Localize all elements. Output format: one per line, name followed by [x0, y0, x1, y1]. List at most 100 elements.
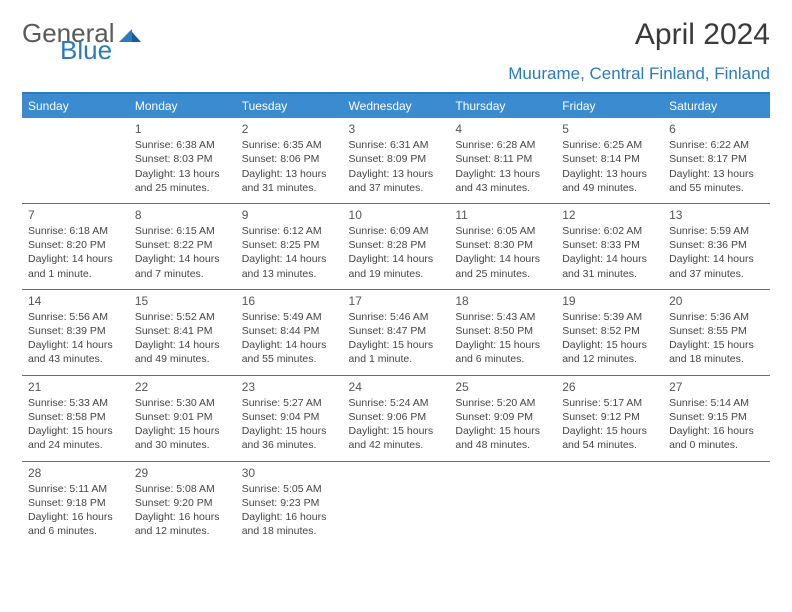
sunrise-line: Sunrise: 5:24 AM	[349, 396, 444, 410]
daylight-line: Daylight: 14 hours and 1 minute.	[28, 252, 123, 280]
calendar-cell: 20Sunrise: 5:36 AMSunset: 8:55 PMDayligh…	[663, 289, 770, 375]
sunset-line: Sunset: 9:20 PM	[135, 496, 230, 510]
sunrise-line: Sunrise: 6:05 AM	[455, 224, 550, 238]
calendar-cell: 12Sunrise: 6:02 AMSunset: 8:33 PMDayligh…	[556, 203, 663, 289]
calendar-cell: 16Sunrise: 5:49 AMSunset: 8:44 PMDayligh…	[236, 289, 343, 375]
daylight-line: Daylight: 15 hours and 1 minute.	[349, 338, 444, 366]
sunset-line: Sunset: 8:14 PM	[562, 152, 657, 166]
sunset-line: Sunset: 8:39 PM	[28, 324, 123, 338]
day-header: Wednesday	[343, 93, 450, 118]
calendar-cell	[556, 461, 663, 546]
sunrise-line: Sunrise: 6:09 AM	[349, 224, 444, 238]
daylight-line: Daylight: 13 hours and 55 minutes.	[669, 167, 764, 195]
daylight-line: Daylight: 14 hours and 25 minutes.	[455, 252, 550, 280]
sunset-line: Sunset: 8:30 PM	[455, 238, 550, 252]
calendar-cell	[663, 461, 770, 546]
day-number: 24	[349, 379, 444, 395]
daylight-line: Daylight: 14 hours and 49 minutes.	[135, 338, 230, 366]
sunrise-line: Sunrise: 5:14 AM	[669, 396, 764, 410]
sunrise-line: Sunrise: 5:36 AM	[669, 310, 764, 324]
day-number: 27	[669, 379, 764, 395]
calendar-cell: 4Sunrise: 6:28 AMSunset: 8:11 PMDaylight…	[449, 118, 556, 203]
calendar-cell: 30Sunrise: 5:05 AMSunset: 9:23 PMDayligh…	[236, 461, 343, 546]
daylight-line: Daylight: 16 hours and 0 minutes.	[669, 424, 764, 452]
sunset-line: Sunset: 8:22 PM	[135, 238, 230, 252]
sunrise-line: Sunrise: 5:08 AM	[135, 482, 230, 496]
day-number: 2	[242, 121, 337, 137]
calendar-cell	[343, 461, 450, 546]
day-header: Friday	[556, 93, 663, 118]
day-number: 22	[135, 379, 230, 395]
calendar-cell: 28Sunrise: 5:11 AMSunset: 9:18 PMDayligh…	[22, 461, 129, 546]
day-number: 28	[28, 465, 123, 481]
sunset-line: Sunset: 8:11 PM	[455, 152, 550, 166]
sunrise-line: Sunrise: 6:38 AM	[135, 138, 230, 152]
calendar-table: SundayMondayTuesdayWednesdayThursdayFrid…	[22, 92, 770, 546]
day-number: 26	[562, 379, 657, 395]
daylight-line: Daylight: 14 hours and 7 minutes.	[135, 252, 230, 280]
sunrise-line: Sunrise: 6:18 AM	[28, 224, 123, 238]
calendar-cell: 29Sunrise: 5:08 AMSunset: 9:20 PMDayligh…	[129, 461, 236, 546]
day-number: 1	[135, 121, 230, 137]
sunset-line: Sunset: 8:33 PM	[562, 238, 657, 252]
daylight-line: Daylight: 15 hours and 42 minutes.	[349, 424, 444, 452]
daylight-line: Daylight: 13 hours and 25 minutes.	[135, 167, 230, 195]
calendar-cell: 15Sunrise: 5:52 AMSunset: 8:41 PMDayligh…	[129, 289, 236, 375]
day-number: 14	[28, 293, 123, 309]
sunrise-line: Sunrise: 5:59 AM	[669, 224, 764, 238]
day-number: 4	[455, 121, 550, 137]
daylight-line: Daylight: 15 hours and 18 minutes.	[669, 338, 764, 366]
sunrise-line: Sunrise: 6:22 AM	[669, 138, 764, 152]
daylight-line: Daylight: 15 hours and 24 minutes.	[28, 424, 123, 452]
day-number: 30	[242, 465, 337, 481]
daylight-line: Daylight: 14 hours and 31 minutes.	[562, 252, 657, 280]
day-number: 23	[242, 379, 337, 395]
sunset-line: Sunset: 8:20 PM	[28, 238, 123, 252]
daylight-line: Daylight: 15 hours and 36 minutes.	[242, 424, 337, 452]
sunset-line: Sunset: 8:28 PM	[349, 238, 444, 252]
calendar-cell	[449, 461, 556, 546]
daylight-line: Daylight: 14 hours and 43 minutes.	[28, 338, 123, 366]
sunset-line: Sunset: 9:04 PM	[242, 410, 337, 424]
day-header: Thursday	[449, 93, 556, 118]
sunset-line: Sunset: 9:23 PM	[242, 496, 337, 510]
sunset-line: Sunset: 9:15 PM	[669, 410, 764, 424]
day-header: Tuesday	[236, 93, 343, 118]
calendar-cell	[22, 118, 129, 203]
calendar-cell: 1Sunrise: 6:38 AMSunset: 8:03 PMDaylight…	[129, 118, 236, 203]
daylight-line: Daylight: 16 hours and 18 minutes.	[242, 510, 337, 538]
sunrise-line: Sunrise: 6:28 AM	[455, 138, 550, 152]
sunset-line: Sunset: 8:17 PM	[669, 152, 764, 166]
sunset-line: Sunset: 8:50 PM	[455, 324, 550, 338]
daylight-line: Daylight: 13 hours and 49 minutes.	[562, 167, 657, 195]
daylight-line: Daylight: 15 hours and 12 minutes.	[562, 338, 657, 366]
calendar-cell: 14Sunrise: 5:56 AMSunset: 8:39 PMDayligh…	[22, 289, 129, 375]
calendar-cell: 13Sunrise: 5:59 AMSunset: 8:36 PMDayligh…	[663, 203, 770, 289]
sunset-line: Sunset: 9:06 PM	[349, 410, 444, 424]
calendar-cell: 2Sunrise: 6:35 AMSunset: 8:06 PMDaylight…	[236, 118, 343, 203]
sunset-line: Sunset: 9:18 PM	[28, 496, 123, 510]
sunrise-line: Sunrise: 5:52 AM	[135, 310, 230, 324]
sunset-line: Sunset: 8:36 PM	[669, 238, 764, 252]
calendar-cell: 18Sunrise: 5:43 AMSunset: 8:50 PMDayligh…	[449, 289, 556, 375]
sunset-line: Sunset: 9:01 PM	[135, 410, 230, 424]
daylight-line: Daylight: 13 hours and 43 minutes.	[455, 167, 550, 195]
sunrise-line: Sunrise: 5:49 AM	[242, 310, 337, 324]
sunrise-line: Sunrise: 6:31 AM	[349, 138, 444, 152]
sunset-line: Sunset: 8:47 PM	[349, 324, 444, 338]
day-number: 25	[455, 379, 550, 395]
day-number: 11	[455, 207, 550, 223]
page-title: April 2024	[635, 18, 770, 52]
calendar-cell: 24Sunrise: 5:24 AMSunset: 9:06 PMDayligh…	[343, 375, 450, 461]
logo-icon	[119, 18, 141, 49]
daylight-line: Daylight: 16 hours and 12 minutes.	[135, 510, 230, 538]
calendar-cell: 25Sunrise: 5:20 AMSunset: 9:09 PMDayligh…	[449, 375, 556, 461]
sunset-line: Sunset: 9:09 PM	[455, 410, 550, 424]
sunset-line: Sunset: 8:55 PM	[669, 324, 764, 338]
calendar-cell: 22Sunrise: 5:30 AMSunset: 9:01 PMDayligh…	[129, 375, 236, 461]
daylight-line: Daylight: 14 hours and 37 minutes.	[669, 252, 764, 280]
brand-part2: Blue	[60, 35, 112, 66]
sunrise-line: Sunrise: 5:27 AM	[242, 396, 337, 410]
calendar-cell: 26Sunrise: 5:17 AMSunset: 9:12 PMDayligh…	[556, 375, 663, 461]
day-number: 16	[242, 293, 337, 309]
